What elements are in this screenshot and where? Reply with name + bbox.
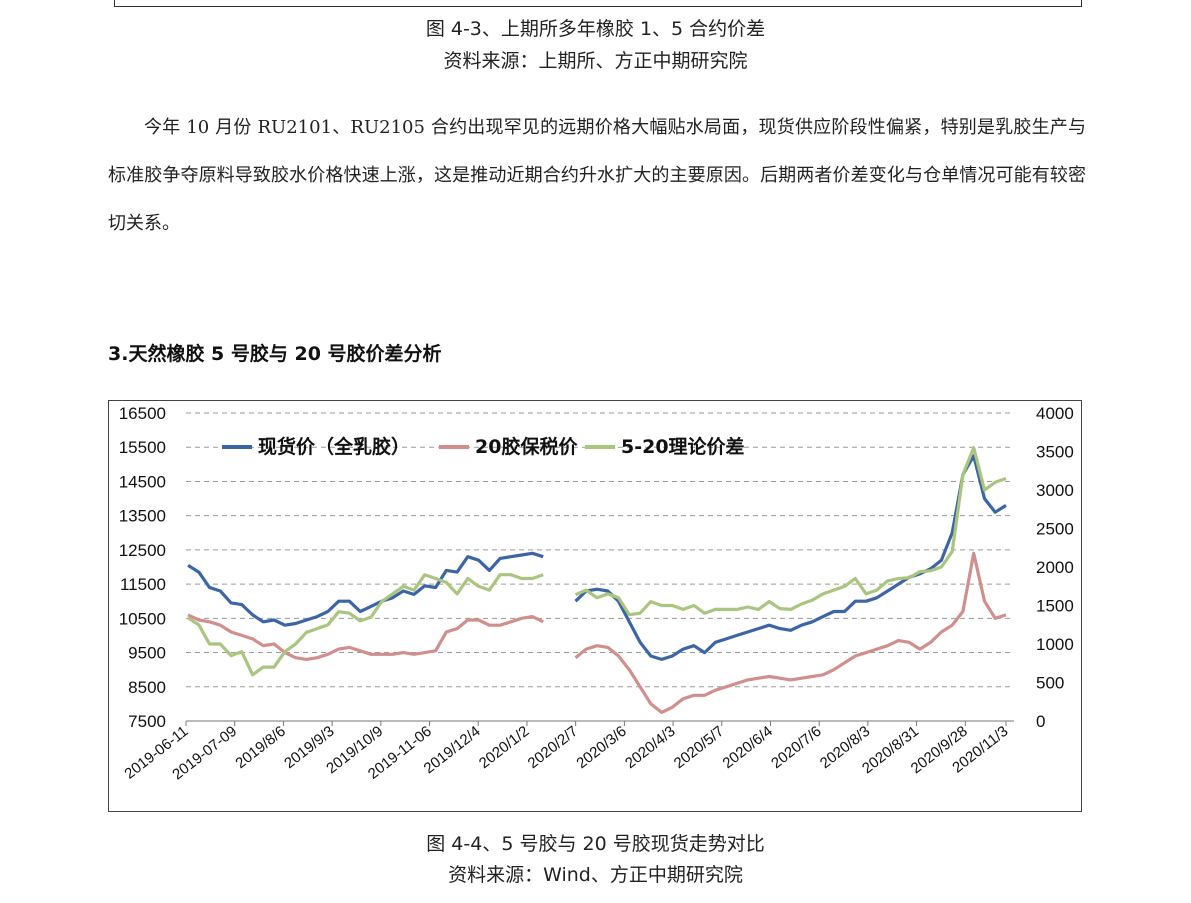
series-line-3 [187, 446, 1007, 677]
x-tick-label: 2020/5/7 [671, 723, 727, 772]
price-comparison-chart: 7500 8500 9500 10500 11500 12500 13500 14500 155… [119, 404, 1074, 783]
x-tick-label: 2020/6/4 [719, 723, 775, 772]
legend-label-2: 20胶保税价 [475, 435, 578, 458]
x-tick-label: 2020/7/6 [768, 723, 824, 772]
y-left-tick-label: 14500 [119, 472, 166, 491]
y-left-tick-label: 10500 [119, 609, 166, 628]
y-right-tick-label: 500 [1036, 674, 1064, 693]
y-left-tick-label: 11500 [120, 575, 166, 594]
y-right-tick-label: 2500 [1036, 520, 1074, 539]
figure-source: 资料来源：Wind、方正中期研究院 [448, 864, 743, 886]
y-left-tick-label: 16500 [119, 404, 166, 423]
previous-figure-frame [114, 0, 1082, 7]
y-right-tick-label: 4000 [1036, 404, 1074, 423]
y-right-tick-label: 3500 [1036, 443, 1074, 462]
x-tick-label: 2020/2/7 [525, 723, 581, 772]
section-title: 3.天然橡胶 5 号胶与 20 号胶价差分析 [108, 343, 442, 365]
y-right-tick-label: 1000 [1036, 635, 1074, 654]
y-right-tick-label: 1500 [1036, 597, 1074, 616]
y-left-tick-label: 15500 [119, 438, 166, 457]
x-tick-label: 2019/8/6 [232, 723, 288, 772]
y-right-tick-label: 0 [1036, 712, 1045, 731]
x-tick-label: 2020/1/2 [476, 723, 532, 772]
previous-figure-source: 资料来源：上期所、方正中期研究院 [443, 50, 748, 72]
chart-frame: 7500 8500 9500 10500 11500 12500 13500 14500 155… [108, 400, 1082, 812]
previous-figure-caption: 图 4-3、上期所多年橡胶 1、5 合约价差 [425, 18, 766, 40]
paragraph-text: 今年 10 月份 RU2101、RU2105 合约出现罕见的远期价格大幅贴水局面… [108, 117, 1086, 234]
legend-label-1: 现货价（全乳胶） [258, 435, 410, 458]
y-right-tick-label: 3000 [1036, 481, 1074, 500]
series-line-2 [187, 551, 1007, 714]
x-tick-label: 2020/3/6 [573, 723, 629, 772]
series-line-1 [187, 454, 1007, 661]
y-left-tick-label: 7500 [128, 712, 166, 731]
y-left-tick-label: 9500 [128, 644, 166, 663]
legend-label-3: 5-20理论价差 [621, 435, 745, 458]
y-left-tick-label: 13500 [119, 507, 166, 526]
y-left-tick-label: 12500 [119, 541, 166, 560]
y-right-tick-label: 2000 [1036, 558, 1074, 577]
figure-caption: 图 4-4、5 号胶与 20 号胶现货走势对比 [426, 833, 765, 855]
y-left-tick-label: 8500 [128, 678, 166, 697]
x-tick-label: 2020/4/3 [622, 723, 678, 772]
body-paragraph: 今年 10 月份 RU2101、RU2105 合约出现罕见的远期价格大幅贴水局面… [108, 104, 1086, 248]
